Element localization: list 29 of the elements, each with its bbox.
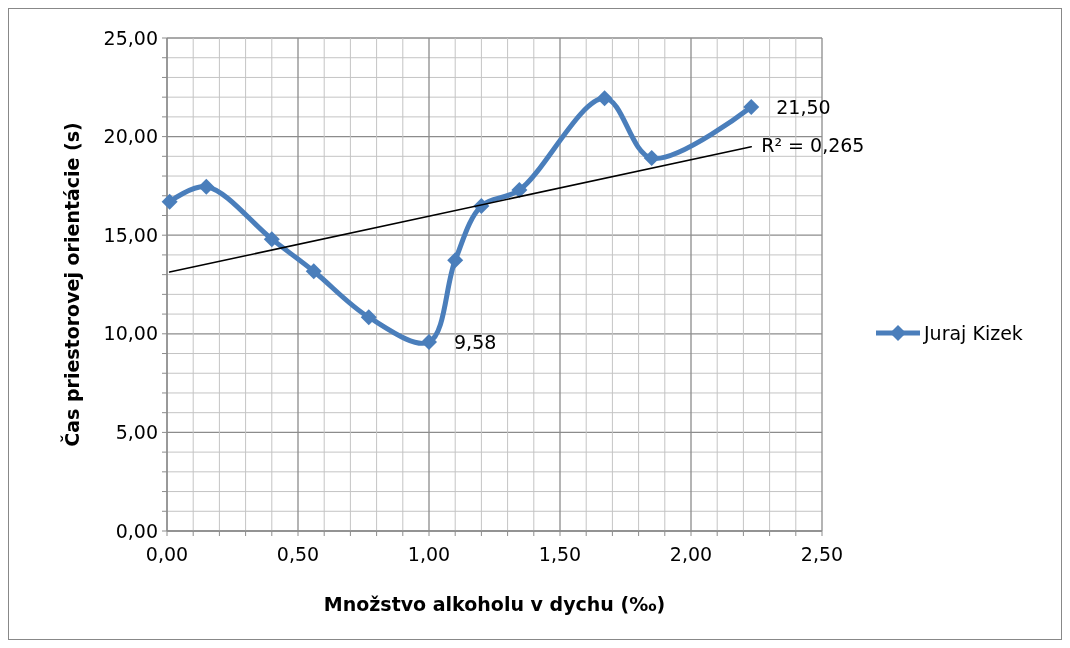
point	[643, 150, 660, 167]
point	[743, 99, 760, 116]
y-tick-label: 25,00	[103, 26, 158, 49]
annotation: R² = 0,265	[761, 133, 865, 156]
y-tick-label: 10,00	[103, 322, 158, 345]
x-tick-label: 2,00	[669, 543, 713, 565]
y-tick-label: 20,00	[103, 125, 158, 148]
legend-label: Juraj Kizek	[923, 321, 1023, 344]
x-tick-label: 1,00	[407, 543, 451, 565]
point	[421, 334, 437, 351]
data-label: 21,50	[776, 96, 831, 119]
point	[305, 263, 322, 280]
point	[161, 193, 178, 210]
point	[511, 182, 528, 199]
point	[596, 90, 613, 107]
data-label: 9,58	[454, 331, 497, 354]
x-tick-label: 1,50	[538, 543, 582, 565]
point	[360, 309, 377, 326]
x-tick-label: 2,50	[800, 543, 844, 565]
point	[447, 252, 464, 269]
x-axis-title: Množstvo alkoholu v dychu (‰)	[323, 593, 666, 615]
y-tick-label: 5,00	[115, 421, 158, 444]
y-axis-title: Čas priestorovej orientácie (s)	[60, 122, 83, 447]
point	[198, 178, 215, 195]
x-tick-label: 0,50	[276, 543, 320, 565]
y-tick-label: 0,00	[115, 519, 158, 542]
x-tick-label: 0,00	[145, 543, 189, 565]
y-tick-label: 15,00	[103, 223, 158, 246]
point	[263, 231, 280, 248]
